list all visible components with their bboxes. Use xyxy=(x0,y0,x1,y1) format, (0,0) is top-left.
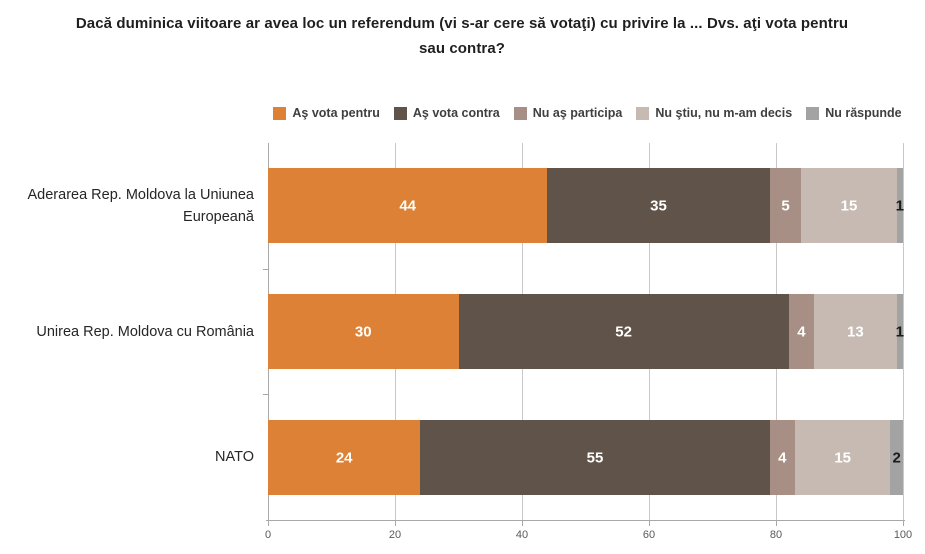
gridline-100 xyxy=(903,143,904,520)
bar-value-label: 30 xyxy=(354,323,372,340)
legend-item-4: Nu răspunde xyxy=(806,106,902,120)
legend-swatch-icon xyxy=(636,106,650,120)
bar-segment: 44 xyxy=(268,168,548,243)
bar-value-label: 44 xyxy=(399,197,417,214)
legend-swatch-icon xyxy=(273,106,287,120)
bar-segment: 24 xyxy=(268,420,421,495)
x-axis-tick-label: 100 xyxy=(893,529,913,541)
legend-item-0: Aş vota pentru xyxy=(273,106,380,120)
x-axis-tick-label: 40 xyxy=(515,529,529,541)
x-axis-tick xyxy=(268,521,269,526)
bar-segment: 4 xyxy=(788,294,815,369)
bar-value-label: 15 xyxy=(840,197,858,214)
y-axis-tick xyxy=(263,269,268,270)
bar-segment: 30 xyxy=(268,294,459,369)
bar-segment: 35 xyxy=(547,168,770,243)
bar-value-label: 4 xyxy=(778,449,787,466)
legend-label: Nu ştiu, nu m-am decis xyxy=(655,106,793,120)
bar-segment: 5 xyxy=(769,168,802,243)
legend: Aş vota pentru Aş vota contra Nu aş partic… xyxy=(250,106,925,120)
x-axis-tick-label: 20 xyxy=(388,529,402,541)
bar-segment: 2 xyxy=(890,420,903,495)
legend-label: Nu răspunde xyxy=(825,106,902,120)
bar-segment: 1 xyxy=(895,168,904,243)
x-axis-tick xyxy=(776,521,777,526)
x-axis-line xyxy=(266,520,905,521)
bar-row: 24 55 4 15 2 xyxy=(268,420,903,495)
bar-value-label: 13 xyxy=(847,323,864,340)
x-axis-tick xyxy=(522,521,523,526)
bar-row: 44 35 5 15 1 xyxy=(268,168,904,243)
legend-item-1: Aş vota contra xyxy=(393,106,500,120)
bar-value-label: 24 xyxy=(335,449,353,466)
category-label: NATO xyxy=(215,448,254,465)
legend-swatch-icon xyxy=(393,106,407,120)
legend-swatch-icon xyxy=(513,106,527,120)
category-label: Aderarea Rep. Moldova la Uniunea Europea… xyxy=(27,186,255,225)
bar-row: 30 52 4 13 1 xyxy=(268,294,904,369)
legend-item-2: Nu aş participa xyxy=(513,106,623,120)
bar-value-label: 35 xyxy=(650,197,667,214)
legend-label: Nu aş participa xyxy=(532,106,623,120)
legend-item-3: Nu ştiu, nu m-am decis xyxy=(636,106,792,120)
x-axis-tick xyxy=(903,521,904,526)
x-axis-tick-label: 80 xyxy=(769,529,783,541)
y-axis-tick xyxy=(263,394,268,395)
bar-segment: 52 xyxy=(458,294,789,369)
bar-value-label: 1 xyxy=(895,323,904,340)
bar-segment: 15 xyxy=(795,420,891,495)
x-axis-tick xyxy=(395,521,396,526)
plot-area: 44 35 5 15 1 30 52 4 13 1 24 55 4 15 2 xyxy=(263,143,904,520)
legend-label: Aş vota pentru xyxy=(292,106,380,120)
bar-value-label: 52 xyxy=(615,323,632,340)
bar-segment: 15 xyxy=(801,168,897,243)
category-label: Unirea Rep. Moldova cu România xyxy=(36,323,254,340)
x-axis-tick-label: 0 xyxy=(264,529,272,541)
bar-segment: 4 xyxy=(769,420,796,495)
bar-value-label: 1 xyxy=(895,197,904,214)
bar-value-label: 2 xyxy=(892,449,901,466)
bar-value-label: 4 xyxy=(797,323,806,340)
bar-segment: 55 xyxy=(420,420,770,495)
chart-title: Dacă duminica viitoare ar avea loc un re… xyxy=(75,15,849,57)
x-axis-tick-label: 60 xyxy=(642,529,656,541)
legend-swatch-icon xyxy=(806,106,820,120)
bar-value-label: 5 xyxy=(781,197,790,214)
bar-segment: 13 xyxy=(814,294,897,369)
bar-value-label: 55 xyxy=(586,449,604,466)
x-axis-tick xyxy=(649,521,650,526)
bar-value-label: 15 xyxy=(834,449,851,466)
legend-label: Aş vota contra xyxy=(412,106,500,120)
bar-segment: 1 xyxy=(895,294,904,369)
